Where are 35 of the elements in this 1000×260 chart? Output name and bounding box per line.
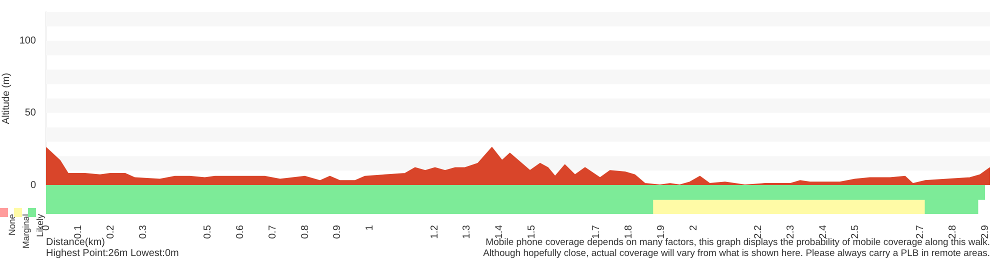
x-tick-label: 0.7 [267, 224, 278, 239]
x-tick-label: 0.2 [106, 224, 117, 239]
x-tick-label: 2.7 [914, 224, 926, 239]
legend-label: None [7, 214, 17, 236]
text: Highest Point:26m Lowest:0m [46, 248, 179, 259]
y-tick-label: 50 [24, 108, 36, 119]
x-tick-label: 2.2 [753, 224, 764, 239]
x-tick-label: 2.4 [818, 224, 829, 239]
y-axis-title: Altitude (m) [0, 72, 12, 124]
x-tick-label: 2.3 [785, 224, 796, 239]
x-tick-label: 0.8 [300, 224, 311, 239]
x-tick-label: 0.5 [202, 224, 214, 239]
y-tick-label: 100 [19, 36, 36, 47]
x-tick-label: 1.9 [656, 224, 667, 239]
x-tick-label: 1.8 [624, 224, 635, 239]
y-tick-label: 0 [30, 180, 36, 191]
x-tick-label: 1.7 [591, 224, 602, 239]
x-tick-label: 0.1 [73, 224, 84, 239]
text: Mobile phone coverage depends on many factors, this graph displays the probability of mobile coverage along this walk. [486, 237, 990, 248]
x-tick-label: 0.6 [235, 224, 246, 239]
x-tick-label: 2 [688, 224, 700, 231]
x-tick-label: 1.3 [462, 224, 473, 239]
x-tick-label: 1.2 [429, 224, 440, 239]
x-tick-label: 1 [364, 224, 376, 231]
x-tick-label: 1.5 [526, 224, 538, 239]
x-tick-label: 2.8 [947, 224, 958, 239]
legend-label: Marginal [21, 214, 31, 249]
x-tick-label: 2.9 [980, 224, 991, 239]
x-tick-label: 2.5 [850, 224, 862, 239]
x-tick-label: 0.9 [332, 224, 344, 239]
x-tick-label: 0.3 [138, 224, 149, 239]
bar [652, 199, 925, 214]
x-axis-title: Distance(km) [46, 237, 105, 248]
text: Although hopefully close, actual coverage will vary from what is shown here. Please always carry a PLB in remote areas. [483, 248, 990, 259]
x-tick-label: 1.4 [494, 224, 506, 239]
